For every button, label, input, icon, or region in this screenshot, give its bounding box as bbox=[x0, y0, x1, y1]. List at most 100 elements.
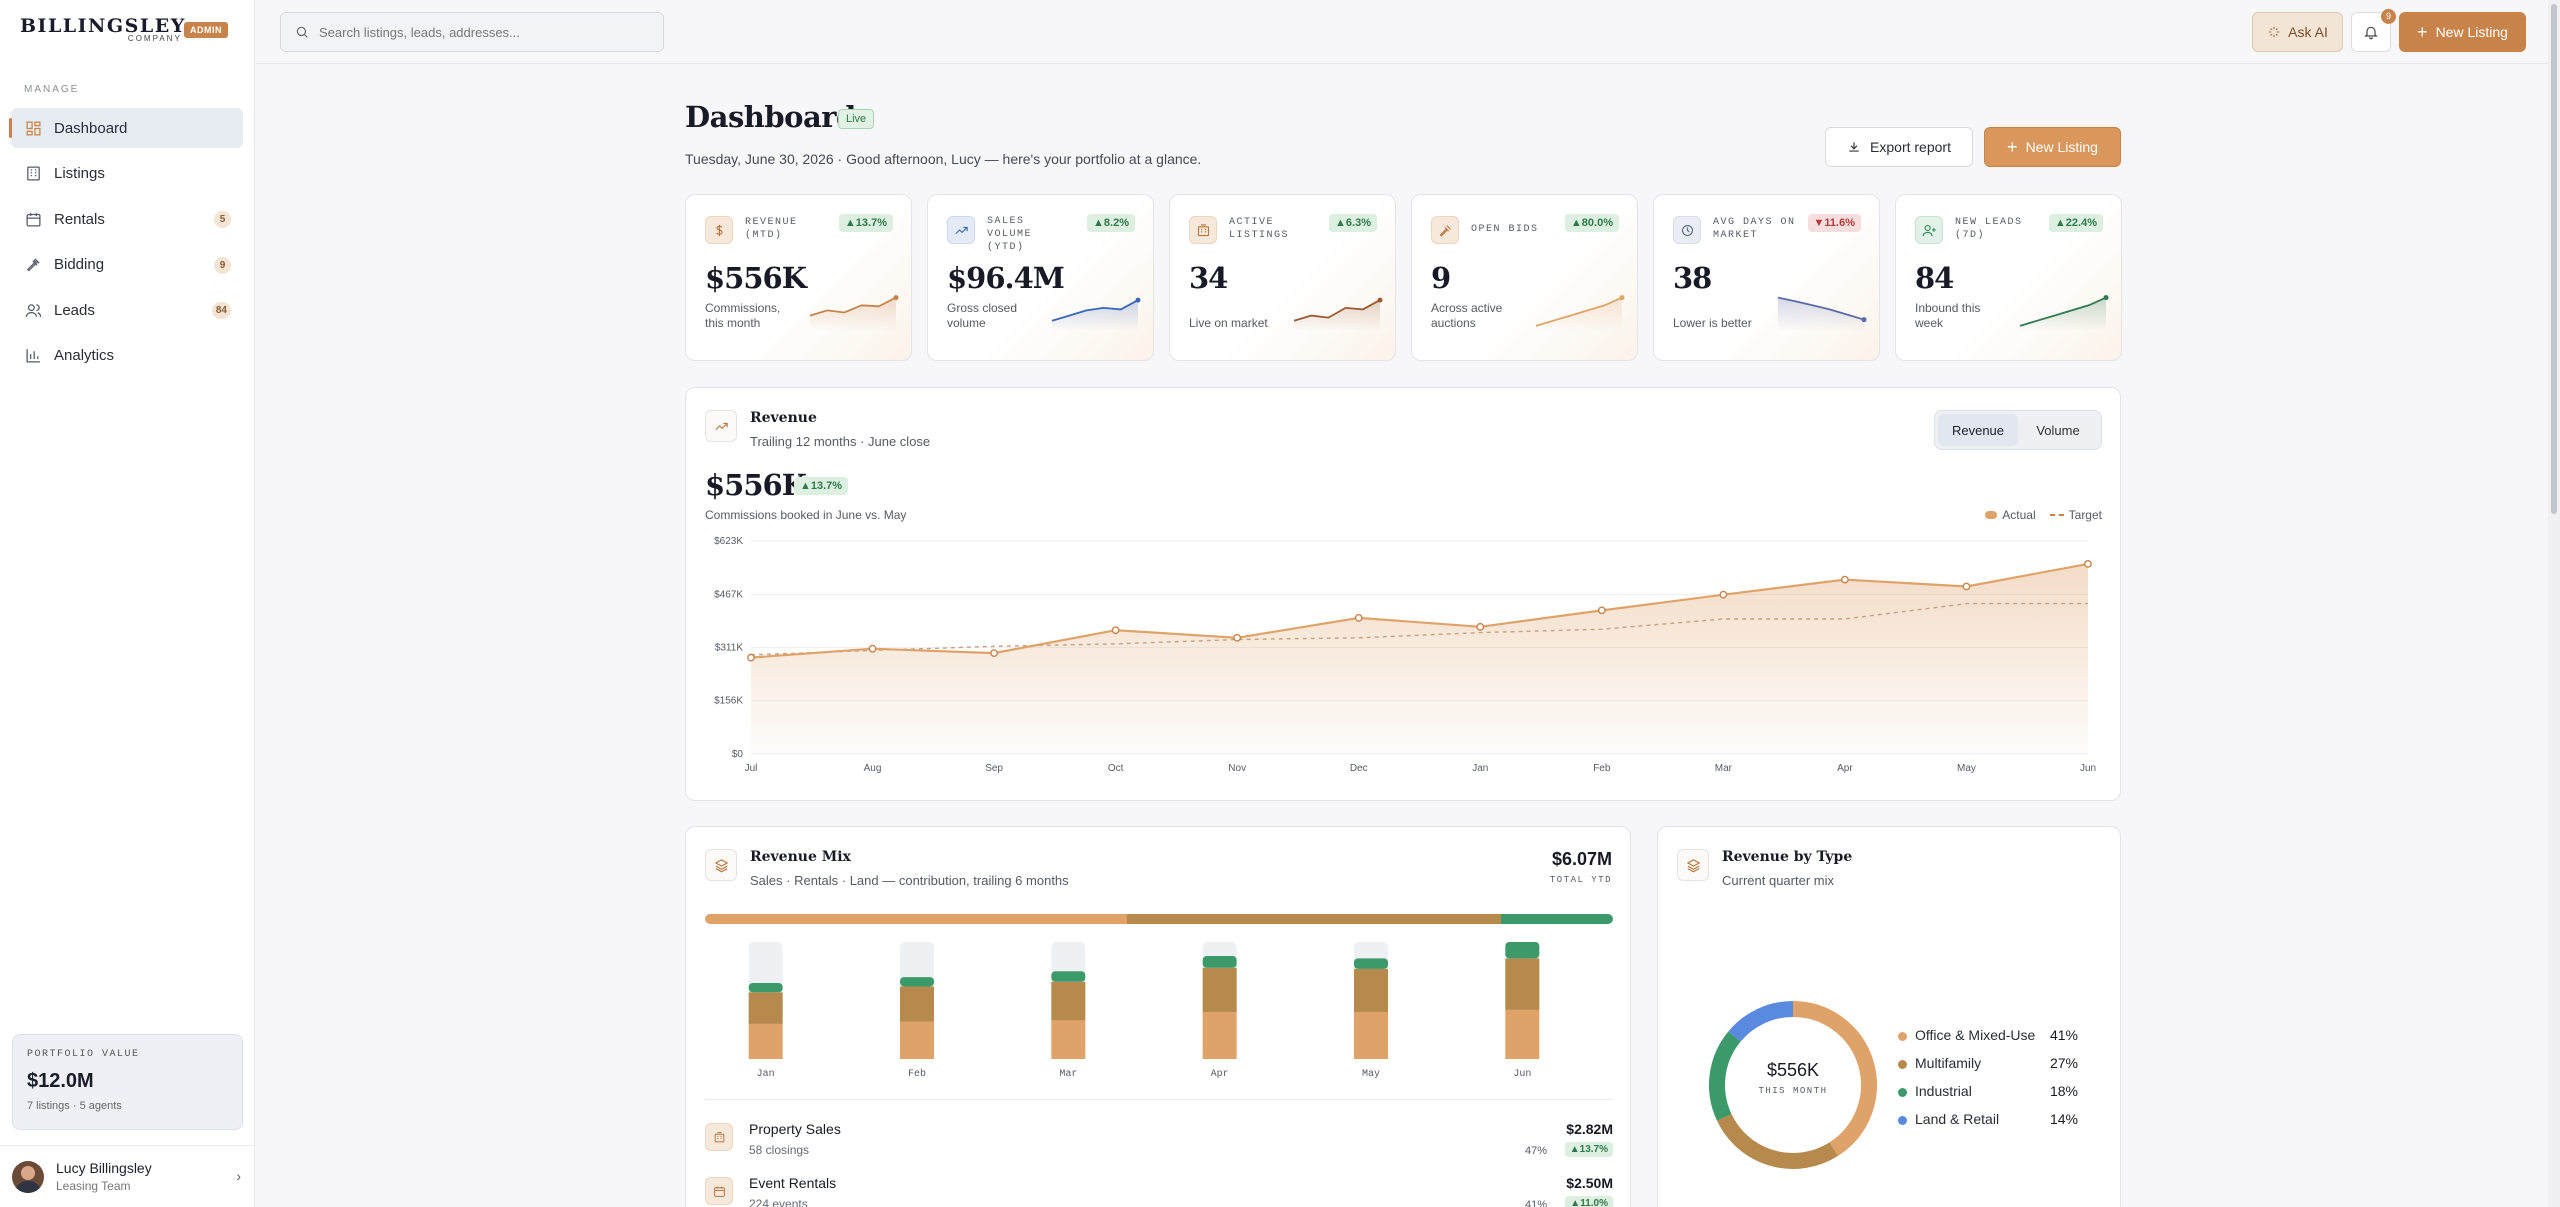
actual-point bbox=[1476, 622, 1485, 631]
month-label: Feb bbox=[908, 1068, 926, 1080]
source-name: Event Rentals bbox=[749, 1175, 837, 1191]
company-logo[interactable]: BILLINGSLEY COMPANY bbox=[20, 16, 186, 43]
bar-segment bbox=[900, 977, 934, 987]
kpi-value: 9 bbox=[1431, 261, 1451, 295]
logo-subtext: COMPANY bbox=[127, 34, 182, 43]
tab-volume[interactable]: Volume bbox=[2036, 422, 2080, 438]
sidebar: BILLINGSLEY COMPANY ADMIN MANAGE Dashboa… bbox=[0, 0, 255, 1207]
layers-icon bbox=[1677, 849, 1709, 881]
revenue-panel: Revenue Trailing 12 months · June close … bbox=[685, 387, 2121, 801]
bar-segment bbox=[748, 982, 783, 993]
dollar-icon bbox=[705, 216, 733, 244]
bar-segment bbox=[1505, 1009, 1540, 1059]
search-box[interactable] bbox=[280, 12, 664, 52]
sidebar-item-rentals[interactable]: Rentals 5 bbox=[11, 199, 243, 239]
bar-segment bbox=[900, 986, 934, 1022]
trend-up-icon bbox=[705, 410, 737, 442]
list-item[interactable]: Property Sales 58 closings $2.82M 47% ▲1… bbox=[705, 1117, 1613, 1161]
sparkline-end-point bbox=[1135, 297, 1141, 303]
donut-slice bbox=[1728, 1001, 1794, 1042]
y-tick-label: $0 bbox=[732, 749, 744, 760]
ask-ai-button[interactable]: Ask AI bbox=[2252, 12, 2343, 52]
plus-icon: + bbox=[2007, 137, 2018, 157]
sidebar-item-leads[interactable]: Leads 84 bbox=[11, 290, 243, 330]
source-percent: 41% bbox=[1524, 1199, 1547, 1207]
x-tick-label: Mar bbox=[1715, 763, 1733, 774]
bar-segment bbox=[1354, 1012, 1388, 1059]
sidebar-item-listings[interactable]: Listings bbox=[11, 154, 243, 194]
building-icon bbox=[705, 1123, 733, 1151]
kpi-label: NEW LEADS (7D) bbox=[1955, 217, 2023, 241]
kpi-value: $96.4M bbox=[947, 261, 1065, 295]
dashboard-icon bbox=[26, 120, 41, 136]
actual-point bbox=[747, 653, 755, 662]
actual-point bbox=[2084, 560, 2092, 568]
sparkline-area bbox=[2020, 297, 2106, 331]
kpi-card-new-leads[interactable]: NEW LEADS (7D) ▲22.4% 84 Inbound this we… bbox=[1895, 194, 2122, 361]
clock-icon bbox=[1673, 216, 1701, 244]
sidebar-item-label: Listings bbox=[54, 165, 105, 182]
kpi-label: REVENUE (MTD) bbox=[745, 217, 798, 241]
divider bbox=[705, 1099, 1613, 1100]
logo-wordmark: BILLINGSLEY bbox=[20, 15, 186, 37]
actual-point bbox=[1962, 582, 1971, 591]
kpi-label: AVG DAYS ON MARKET bbox=[1713, 217, 1796, 241]
actual-point bbox=[990, 649, 998, 658]
kpi-caption: Inbound this week bbox=[1915, 301, 1981, 330]
actual-point bbox=[1719, 590, 1728, 599]
bar-chart-icon bbox=[26, 349, 40, 363]
search-icon bbox=[296, 26, 308, 38]
donut-center-label: THIS MONTH bbox=[1758, 1086, 1828, 1096]
revenue-by-type-panel: Revenue by Type Current quarter mix $556… bbox=[1657, 826, 2121, 1207]
sidebar-item-dashboard[interactable]: Dashboard bbox=[9, 108, 243, 148]
revenue-volume-toggle[interactable]: Revenue Volume bbox=[1934, 410, 2102, 450]
revenue-mix-panel: Revenue Mix Sales · Rentals · Land — con… bbox=[685, 826, 1631, 1207]
calendar-icon bbox=[26, 212, 41, 227]
x-tick-label: Nov bbox=[1228, 763, 1246, 774]
user-menu[interactable]: Lucy Billingsley Leasing Team › bbox=[0, 1145, 255, 1207]
new-listing-top-button[interactable]: + New Listing bbox=[2399, 12, 2526, 52]
notifications-button[interactable]: 9 bbox=[2351, 9, 2396, 52]
sparkline-end-point bbox=[1861, 317, 1867, 323]
list-item[interactable]: Event Rentals 224 events $2.50M 41% ▲11.… bbox=[705, 1171, 1613, 1207]
building-icon bbox=[1189, 216, 1217, 244]
kpi-delta-badge: ▲6.3% bbox=[1329, 214, 1377, 232]
tab-revenue[interactable]: Revenue bbox=[1938, 414, 2018, 446]
kpi-card-open-bids[interactable]: OPEN BIDS ▲80.0% 9 Across active auction… bbox=[1411, 194, 1638, 361]
scrollbar-thumb[interactable] bbox=[2551, 4, 2557, 514]
kpi-card-revenue[interactable]: REVENUE (MTD) ▲13.7% $556K Commissions, … bbox=[685, 194, 912, 361]
search-input[interactable] bbox=[319, 24, 639, 40]
actual-area bbox=[751, 563, 2088, 754]
page-title: Dashboard bbox=[685, 100, 856, 134]
kpi-label: OPEN BIDS bbox=[1471, 224, 1539, 235]
sparkline-line bbox=[2019, 296, 2107, 327]
kpi-value: $556K bbox=[705, 261, 807, 295]
kpi-card-avg-days[interactable]: AVG DAYS ON MARKET ▼11.6% 38 Lower is be… bbox=[1653, 194, 1880, 361]
kpi-card-active-listings[interactable]: ACTIVE LISTINGS ▲6.3% 34 Live on market bbox=[1169, 194, 1396, 361]
bar-segment bbox=[1354, 968, 1388, 1013]
month-label: Jan bbox=[757, 1069, 775, 1080]
kpi-card-sales-volume[interactable]: SALES VOLUME (YTD) ▲8.2% $96.4M Gross cl… bbox=[927, 194, 1154, 361]
sidebar-item-bidding[interactable]: Bidding 9 bbox=[11, 245, 243, 285]
sparkline-end-point bbox=[1377, 297, 1383, 303]
revenue-by-type-title: Revenue by Type bbox=[1722, 849, 1853, 865]
topbar: Ask AI 9 + New Listing bbox=[256, 0, 2560, 64]
sidebar-item-analytics[interactable]: Analytics bbox=[11, 336, 243, 376]
revenue-mix-title: Revenue Mix bbox=[750, 849, 851, 865]
y-tick-label: $311K bbox=[715, 643, 744, 654]
y-tick-label: $156K bbox=[714, 696, 743, 707]
page-scrollbar[interactable] bbox=[2548, 0, 2560, 1207]
export-report-button[interactable]: Export report bbox=[1825, 127, 1973, 167]
sparkline-line bbox=[1051, 299, 1139, 322]
share-segment bbox=[1127, 914, 1502, 924]
avatar bbox=[12, 1160, 44, 1193]
revenue-by-type-subtitle: Current quarter mix bbox=[1722, 873, 1834, 888]
bar-segment bbox=[1202, 956, 1237, 968]
kpi-sparkline bbox=[1535, 295, 1625, 331]
kpi-caption: Commissions, this month bbox=[705, 301, 781, 330]
new-listing-button[interactable]: + New Listing bbox=[1984, 127, 2121, 167]
x-tick-label: Apr bbox=[1837, 763, 1853, 774]
gavel-icon bbox=[26, 258, 40, 272]
target-line bbox=[750, 602, 2088, 656]
revenue-caption: Commissions booked in June vs. May bbox=[705, 508, 907, 522]
